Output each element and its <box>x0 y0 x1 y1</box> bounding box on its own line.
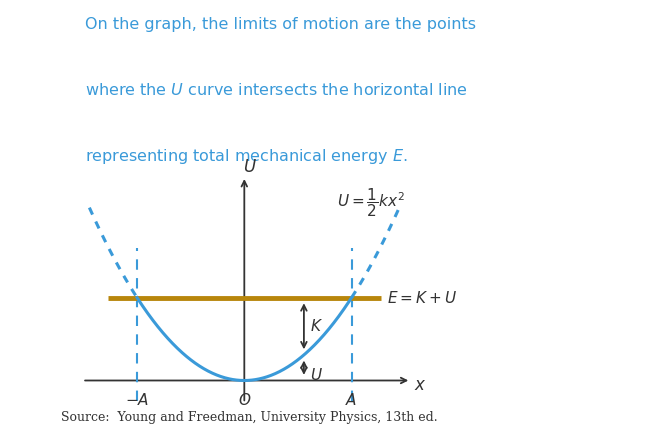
Text: $-A$: $-A$ <box>125 393 149 408</box>
Text: representing total mechanical energy $E$.: representing total mechanical energy $E$… <box>85 147 408 166</box>
Text: $U$: $U$ <box>243 158 257 176</box>
Text: $\!U = \dfrac{1}{2}kx^2$: $\!U = \dfrac{1}{2}kx^2$ <box>338 187 405 219</box>
Text: Source:  Young and Freedman, University Physics, 13th ed.: Source: Young and Freedman, University P… <box>61 411 438 424</box>
Text: On the graph, the limits of motion are the points: On the graph, the limits of motion are t… <box>85 17 476 32</box>
Text: $E = K + U$: $E = K + U$ <box>386 290 457 305</box>
Text: $x$: $x$ <box>415 376 427 394</box>
Text: $A$: $A$ <box>346 393 357 408</box>
Text: $O$: $O$ <box>238 393 251 408</box>
Text: where the $U$ curve intersects the horizontal line: where the $U$ curve intersects the horiz… <box>85 82 468 98</box>
Text: $U$: $U$ <box>310 367 323 383</box>
Text: $K$: $K$ <box>310 318 323 334</box>
